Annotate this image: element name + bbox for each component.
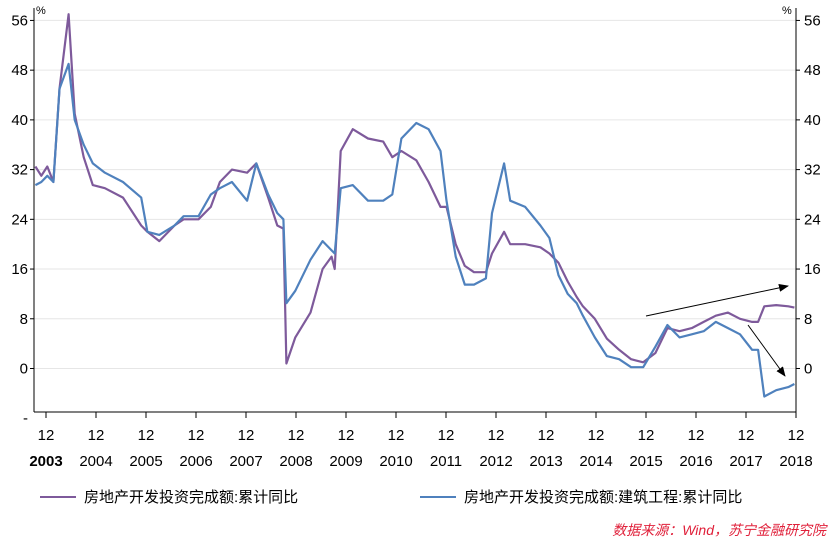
x-tick-month-label: 12 [588, 427, 605, 444]
x-tick-year-label: 2006 [179, 453, 212, 470]
x-tick-year-label: 2016 [679, 453, 712, 470]
x-tick-month-label: 12 [38, 427, 55, 444]
x-tick-month-label: 12 [138, 427, 155, 444]
legend-label-series2: 房地产开发投资完成额:建筑工程:累计同比 [464, 489, 743, 506]
y-tick-label-right: 16 [804, 261, 821, 278]
legend-swatch-series2 [420, 495, 456, 498]
x-tick-year-label: 2011 [430, 453, 462, 470]
x-tick-year-label: 2014 [579, 453, 612, 470]
y-tick-label-right: 40 [804, 112, 821, 129]
x-tick-year-label: 2005 [129, 453, 162, 470]
legend-item-series2: 房地产开发投资完成额:建筑工程:累计同比 [420, 486, 742, 507]
x-tick-year-label: 2003 [29, 453, 62, 470]
legend-item-series1: 房地产开发投资完成额:累计同比 [40, 486, 298, 507]
x-tick-month-label: 12 [388, 427, 405, 444]
x-tick-month-label: 12 [788, 427, 805, 444]
x-tick-month-label: 12 [438, 427, 455, 444]
y-tick-label-right: 32 [804, 162, 821, 179]
trend-annotations [645, 283, 789, 377]
x-tick-year-label: 2012 [479, 453, 512, 470]
y-tick-label-left: - [23, 410, 28, 427]
x-tick-month-label: 12 [638, 427, 655, 444]
series-line-1 [34, 13, 795, 365]
y-tick-label-right: 0 [804, 360, 812, 377]
legend-swatch-series1 [40, 495, 76, 498]
x-tick-month-label: 12 [488, 427, 505, 444]
x-tick-month-label: 12 [88, 427, 105, 444]
y-tick-label-right: 48 [804, 62, 821, 79]
y-tick-label-left: 40 [11, 112, 28, 129]
y-tick-labels: - 0 0 8 8 16 16 24 24 32 32 40 40 48 48 56 56%% [11, 5, 820, 427]
x-tick-month-label: 12 [288, 427, 305, 444]
unit-label-right: % [782, 5, 792, 17]
y-tick-label-left: 32 [11, 162, 28, 179]
x-tick-month-label: 12 [738, 427, 755, 444]
x-tick-month-label: 12 [538, 427, 555, 444]
series-lines [34, 13, 795, 398]
x-tick-month-label: 12 [688, 427, 705, 444]
x-tick-month-label: 12 [238, 427, 255, 444]
downward-trend-arrow [747, 324, 786, 377]
upward-trend-arrow [645, 283, 789, 317]
x-tick-month-label: 12 [338, 427, 355, 444]
x-tick-month-label: 12 [188, 427, 205, 444]
y-tick-label-left: 56 [11, 12, 28, 29]
axes [30, 8, 800, 418]
x-tick-year-label: 2010 [379, 453, 412, 470]
x-tick-year-label: 2008 [279, 453, 312, 470]
y-tick-label-right: 8 [804, 311, 812, 328]
source-note: 数据来源：Wind，苏宁金融研究院 [612, 522, 826, 538]
x-tick-year-label: 2007 [229, 453, 262, 470]
gridlines [34, 19, 796, 369]
x-tick-year-label: 2004 [79, 453, 112, 470]
series-line-2 [34, 62, 795, 398]
y-tick-label-left: 48 [11, 62, 28, 79]
x-tick-year-label: 2013 [529, 453, 562, 470]
x-tick-year-label: 2009 [329, 453, 362, 470]
y-tick-label-right: 56 [804, 12, 821, 29]
unit-label-left: % [36, 5, 46, 17]
y-tick-label-left: 0 [20, 360, 28, 377]
x-tick-year-label: 2017 [729, 453, 762, 470]
legend-label-series1: 房地产开发投资完成额:累计同比 [84, 489, 299, 506]
y-tick-label-left: 24 [11, 211, 28, 228]
y-tick-label-left: 8 [20, 311, 28, 328]
x-tick-labels: 12 2003 12 2004 12 2005 12 2006 12 2007 12 2008 12 20… [29, 427, 812, 470]
y-tick-label-left: 16 [11, 261, 28, 278]
y-tick-label-right: 24 [804, 211, 821, 228]
x-tick-year-label: 2018 [779, 453, 812, 470]
x-tick-year-label: 2015 [629, 453, 662, 470]
